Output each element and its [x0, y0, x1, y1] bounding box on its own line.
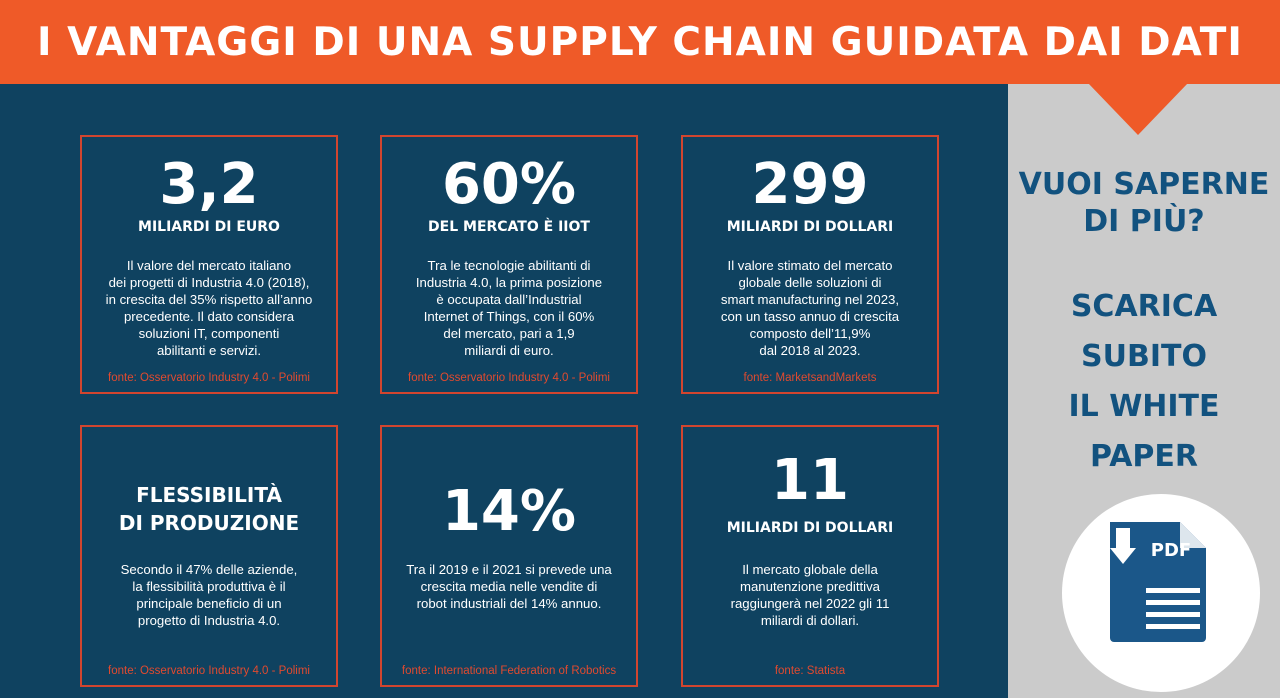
- desc-line: la flessibilità produttiva è il: [132, 579, 286, 594]
- desc-line: progetto di Industria 4.0.: [137, 613, 281, 628]
- stat-card-robot-sales: 14% Tra il 2019 e il 2021 si prevede una…: [380, 425, 638, 687]
- cta-line: IL WHITE: [1068, 389, 1220, 424]
- stat-source: fonte: Osservatorio Industry 4.0 - Polim…: [408, 372, 610, 384]
- download-link[interactable]: SCARICA SUBITO IL WHITE PAPER: [1008, 282, 1280, 482]
- sidebar-question: VUOI SAPERNE DI PIÙ?: [1008, 166, 1280, 240]
- desc-line: soluzioni IT, componenti: [138, 326, 280, 341]
- desc-line: principale beneficio di un: [136, 596, 282, 611]
- stat-card-market-value: 3,2 MILIARDI DI EURO Il valore del merca…: [80, 135, 338, 394]
- stat-unit: MILIARDI DI DOLLARI: [726, 219, 894, 235]
- desc-line: del mercato, pari a 1,9: [443, 326, 575, 341]
- desc-line: Il valore del mercato italiano: [126, 258, 292, 273]
- stat-unit: DEL MERCATO È IIOT: [428, 219, 590, 235]
- stat-value: 14%: [441, 479, 577, 544]
- desc-line: Il valore stimato del mercato: [727, 258, 893, 273]
- desc-line: robot industriali del 14% annuo.: [416, 596, 602, 611]
- stat-card-iiot: 60% DEL MERCATO È IIOT Tra le tecnologie…: [380, 135, 638, 394]
- stat-source: fonte: MarketsandMarkets: [743, 372, 877, 384]
- stat-source: fonte: International Federation of Robot…: [401, 665, 617, 677]
- stat-description: Tra le tecnologie abilitanti di Industri…: [392, 257, 626, 359]
- stat-title: FLESSIBILITÀ DI PRODUZIONE: [82, 481, 336, 537]
- stat-value: 299: [751, 152, 869, 217]
- desc-line: manutenzione predittiva: [739, 579, 881, 594]
- desc-line: smart manufacturing nel 2023,: [720, 292, 900, 307]
- desc-line: miliardi di euro.: [464, 343, 554, 358]
- desc-line: precedente. Il dato considera: [123, 309, 295, 324]
- desc-line: in crescita del 35% rispetto all’anno: [105, 292, 313, 307]
- stat-value: 60%: [441, 152, 577, 217]
- stat-value: 11: [771, 448, 849, 513]
- stats-panel: 3,2 MILIARDI DI EURO Il valore del merca…: [0, 84, 1008, 698]
- desc-line: globale delle soluzioni di: [738, 275, 882, 290]
- desc-line: abilitanti e servizi.: [156, 343, 262, 358]
- desc-line: crescita media nelle vendite di: [420, 579, 598, 594]
- desc-line: Il mercato globale della: [742, 562, 878, 577]
- pdf-download-icon: [1110, 522, 1206, 642]
- desc-line: Secondo il 47% delle aziende,: [120, 562, 298, 577]
- desc-line: Internet of Things, con il 60%: [423, 309, 595, 324]
- pdf-download-button[interactable]: PDF: [1062, 494, 1260, 692]
- cta-line: SUBITO: [1081, 339, 1207, 374]
- banner-arrow: [1088, 83, 1188, 135]
- pdf-label: PDF: [1150, 540, 1192, 561]
- stat-description: Il valore stimato del mercato globale de…: [693, 257, 927, 359]
- desc-line: Tra il 2019 e il 2021 si prevede una: [406, 562, 612, 577]
- cta-line: SCARICA: [1070, 289, 1218, 324]
- stat-description: Il valore del mercato italiano dei proge…: [92, 257, 326, 359]
- stat-value: 3,2: [159, 152, 259, 217]
- desc-line: è occupata dall’Industrial: [436, 292, 582, 307]
- desc-line: con un tasso annuo di crescita: [720, 309, 900, 324]
- desc-line: raggiungerà nel 2022 gli 11: [730, 596, 890, 611]
- question-line: DI PIÙ?: [1083, 204, 1205, 239]
- question-line: VUOI SAPERNE: [1018, 167, 1270, 202]
- stat-source: fonte: Osservatorio Industry 4.0 - Polim…: [108, 372, 310, 384]
- stat-source: fonte: Statista: [774, 665, 846, 677]
- title-line: DI PRODUZIONE: [118, 511, 300, 535]
- stat-card-smart-manufacturing: 299 MILIARDI DI DOLLARI Il valore stimat…: [681, 135, 939, 394]
- header-banner: I VANTAGGI DI UNA SUPPLY CHAIN GUIDATA D…: [0, 0, 1280, 84]
- page-title: I VANTAGGI DI UNA SUPPLY CHAIN GUIDATA D…: [37, 19, 1243, 65]
- stat-unit: MILIARDI DI EURO: [138, 219, 280, 235]
- stat-description: Tra il 2019 e il 2021 si prevede una cre…: [392, 561, 626, 612]
- desc-line: Tra le tecnologie abilitanti di: [427, 258, 591, 273]
- cta-line: PAPER: [1089, 439, 1199, 474]
- stat-source: fonte: Osservatorio Industry 4.0 - Polim…: [108, 665, 310, 677]
- desc-line: composto dell’11,9%: [749, 326, 871, 341]
- title-line: FLESSIBILITÀ: [136, 483, 282, 507]
- desc-line: dei progetti di Industria 4.0 (2018),: [108, 275, 310, 290]
- stat-description: Secondo il 47% delle aziende, la flessib…: [92, 561, 326, 629]
- stat-card-predictive-maintenance: 11 MILIARDI DI DOLLARI Il mercato global…: [681, 425, 939, 687]
- desc-line: miliardi di dollari.: [760, 613, 860, 628]
- desc-line: Industria 4.0, la prima posizione: [415, 275, 603, 290]
- stat-card-flexibility: FLESSIBILITÀ DI PRODUZIONE Secondo il 47…: [80, 425, 338, 687]
- stat-unit: MILIARDI DI DOLLARI: [726, 520, 894, 536]
- stat-description: Il mercato globale della manutenzione pr…: [693, 561, 927, 629]
- desc-line: dal 2018 al 2023.: [759, 343, 861, 358]
